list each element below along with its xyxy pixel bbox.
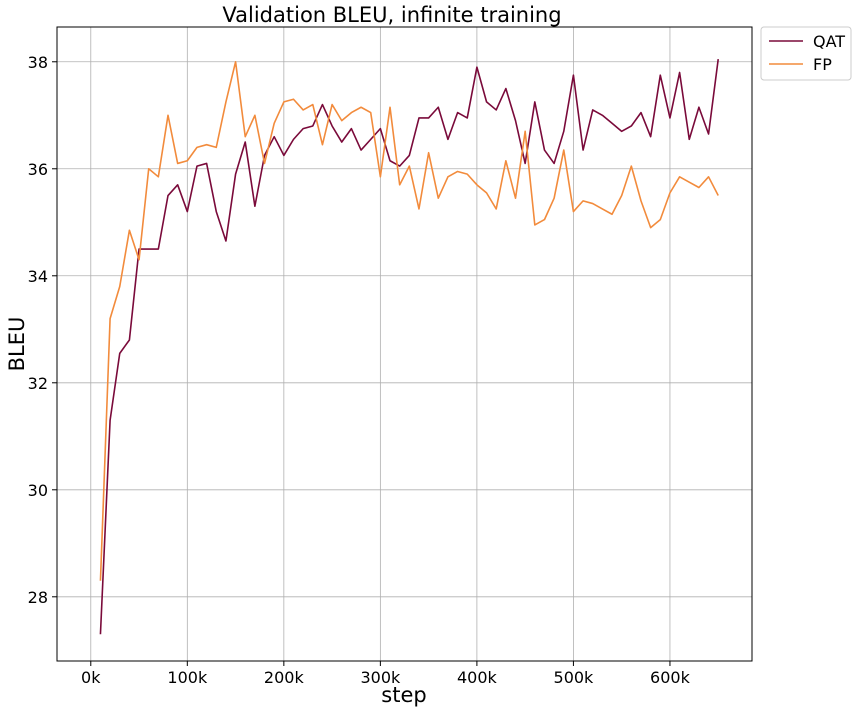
legend-label-qat: QAT	[813, 32, 845, 51]
y-tick-label: 38	[28, 53, 48, 72]
x-tick-label: 400k	[457, 668, 498, 687]
series-lines	[99, 58, 720, 635]
plot-area-frame	[56, 26, 753, 662]
grid	[57, 27, 752, 661]
y-axis-label: BLEU	[5, 317, 29, 372]
y-tick-label: 34	[28, 267, 48, 286]
legend: QAT FP	[760, 26, 852, 81]
chart-title: Validation BLEU, infinite training	[222, 3, 561, 27]
x-tick-label: 600k	[650, 668, 691, 687]
x-tick-label: 100k	[167, 668, 208, 687]
y-tick-label: 28	[28, 588, 48, 607]
x-tick-label: 500k	[554, 668, 595, 687]
series-line-fp	[99, 60, 719, 581]
x-axis-label: step	[381, 683, 426, 707]
x-tick-label: 200k	[264, 668, 305, 687]
y-tick-label: 36	[28, 160, 48, 179]
x-tick-label: 0k	[81, 668, 101, 687]
x-tick-label: 300k	[360, 668, 401, 687]
y-tick-label: 32	[28, 374, 48, 393]
legend-label-fp: FP	[813, 55, 832, 74]
series-line-qat	[99, 58, 720, 635]
y-tick-label: 30	[28, 481, 48, 500]
axis-ticks: 0k 100k 200k 300k 400k 500k 600k 28 30 32 34 36 38	[28, 53, 691, 687]
